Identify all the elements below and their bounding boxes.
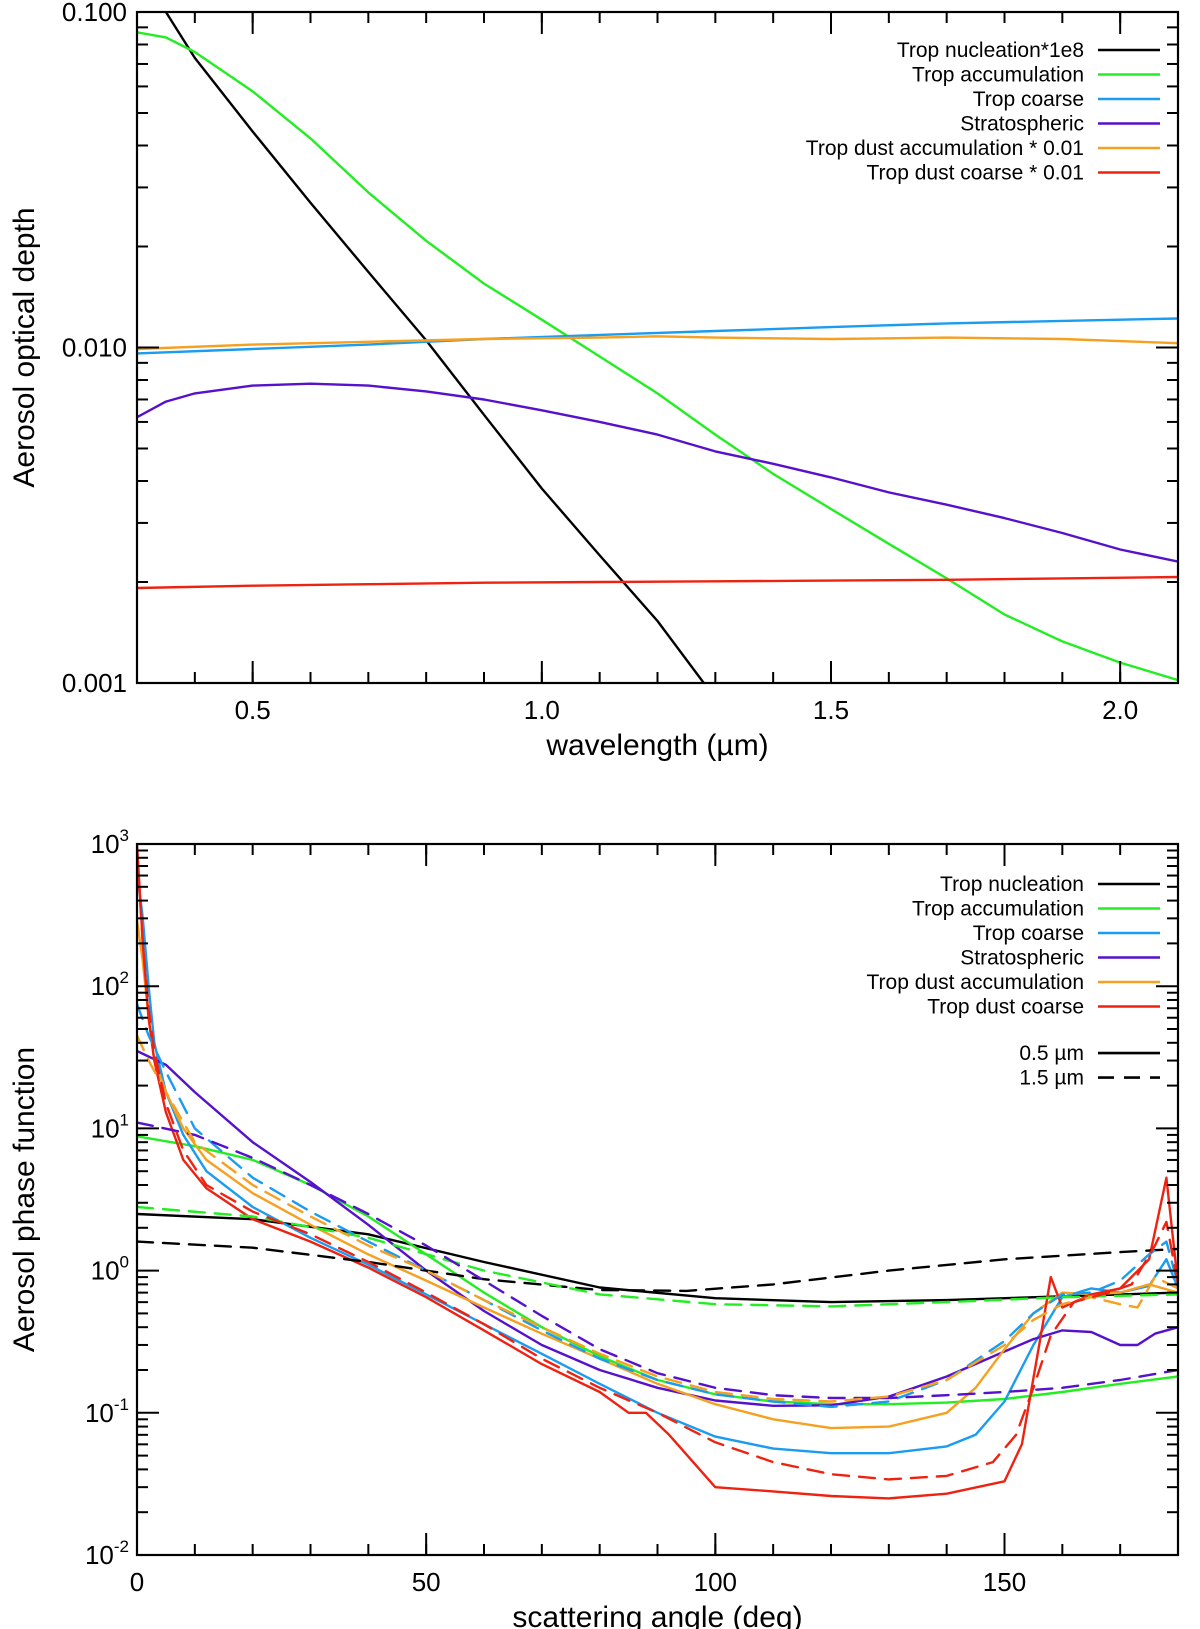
legend-style-label: 1.5 µm	[1019, 1067, 1084, 1090]
series-line-trop-nucleation	[137, 1212, 1178, 1304]
x-tick-label: 1.0	[524, 695, 560, 725]
series-line-trop-accumulation	[137, 31, 1178, 682]
series-line-stratospheric-dashed	[137, 1121, 1178, 1400]
series-line-trop-coarse-dashed	[137, 1002, 1178, 1409]
y-tick-label: 0.100	[62, 0, 127, 27]
series-line-trop-dust-coarse	[137, 844, 1178, 1500]
x-tick-label: 1.5	[813, 695, 849, 725]
x-tick-label: 0.5	[235, 695, 271, 725]
y-tick-label: 0.010	[62, 333, 127, 363]
legend-style-label: 0.5 µm	[1019, 1042, 1084, 1065]
legend-label: Trop nucleation*1e8	[897, 39, 1084, 62]
legend-label: Trop accumulation	[912, 64, 1084, 87]
legend-label: Stratospheric	[960, 113, 1084, 136]
legend-label: Trop dust coarse	[927, 996, 1084, 1019]
y-tick-label: 0.001	[62, 668, 127, 698]
series-line-trop-dust-coarse-dashed	[137, 849, 1178, 1481]
legend-label: Stratospheric	[960, 947, 1084, 970]
series-line-trop-dust-coarse-0-01	[137, 575, 1178, 590]
y-tick-label: 100	[91, 1253, 129, 1286]
chart-panel-1: 0.5 1.0 1.5 2.0 0.001 0.010 0.100 wavelength (µ…	[8, 0, 1180, 762]
y-tick-label: 10-2	[85, 1537, 129, 1570]
legend-label: Trop coarse	[973, 922, 1084, 945]
y-axis-title: Aerosol optical depth	[8, 207, 41, 487]
x-tick-label: 150	[983, 1567, 1026, 1597]
x-tick-label: 100	[694, 1567, 737, 1597]
y-tick-label: 101	[91, 1110, 129, 1143]
x-tick-label: 2.0	[1102, 695, 1138, 725]
series-line-stratospheric	[137, 382, 1178, 563]
y-axis-title: Aerosol phase function	[8, 1047, 41, 1352]
legend-label: Trop dust accumulation	[867, 971, 1085, 994]
legend-label: Trop coarse	[973, 88, 1084, 111]
y-tick-label: 103	[91, 826, 129, 859]
series-line-trop-accumulation-dashed	[137, 1205, 1178, 1308]
series-line-trop-dust-accumulation-dashed	[137, 1034, 1178, 1403]
y-tick-label: 10-1	[85, 1395, 129, 1428]
x-axis-title: wavelength (µm)	[545, 729, 768, 762]
x-axis-title: scattering angle (deg)	[512, 1601, 802, 1629]
series-line-stratospheric	[137, 1049, 1178, 1407]
x-tick-label: 50	[412, 1567, 441, 1597]
legend-label: Trop dust coarse * 0.01	[866, 162, 1084, 185]
series-group	[137, 12, 1178, 683]
series-line-trop-coarse	[137, 317, 1178, 355]
series-group	[137, 844, 1178, 1500]
legend-label: Trop dust accumulation * 0.01	[806, 137, 1084, 160]
series-line-trop-nucleation-dashed	[137, 1240, 1178, 1293]
legend-label: Trop accumulation	[912, 898, 1084, 921]
series-line-trop-dust-accumulation	[137, 919, 1178, 1430]
y-tick-label: 102	[91, 968, 129, 1001]
series-line-trop-dust-accumulation-0-01	[137, 335, 1178, 351]
legend-label: Trop nucleation	[940, 873, 1084, 896]
chart-panel-2: 0 50 100 150 10-2 10-1 100 101 102 103 scattering …	[8, 826, 1180, 1629]
x-tick-label: 0	[130, 1567, 144, 1597]
